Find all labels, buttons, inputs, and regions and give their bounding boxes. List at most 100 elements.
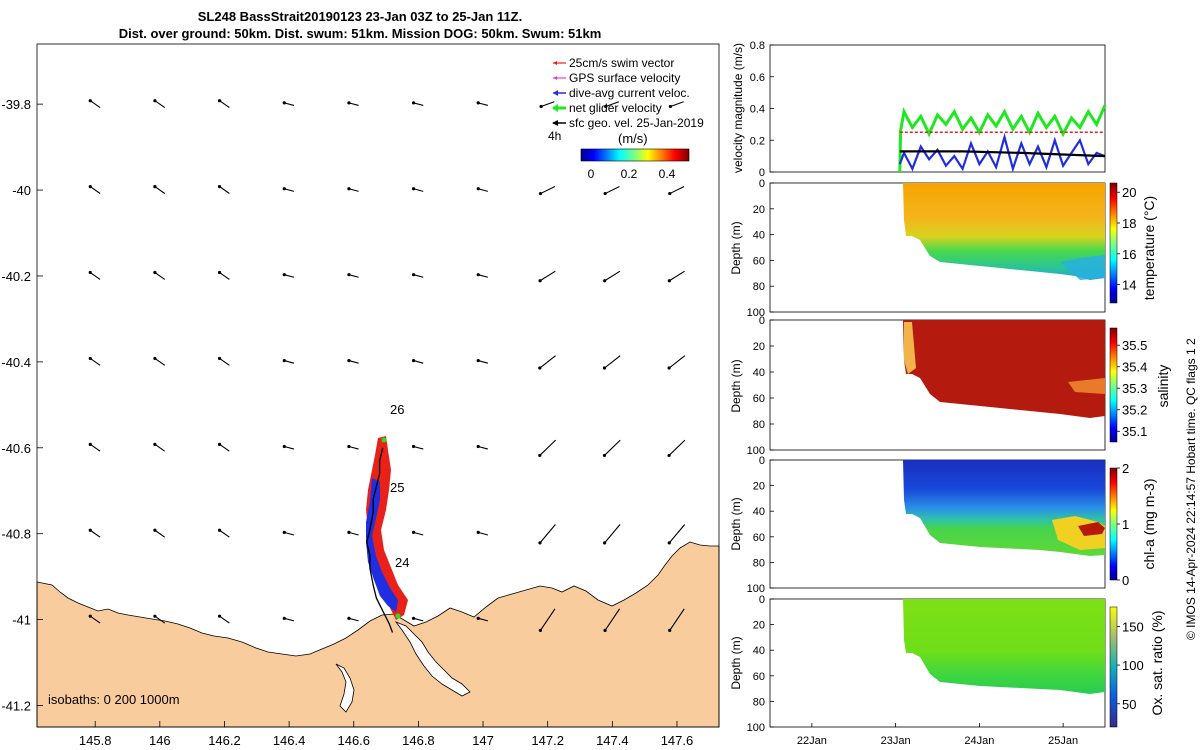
geo-vector — [282, 616, 295, 622]
geo-vector-head — [476, 358, 480, 363]
geo-vector-shaft — [348, 102, 359, 106]
track-start-marker — [395, 613, 401, 619]
geo-vector-shaft — [540, 101, 555, 108]
depth-tick-label-4: 80 — [753, 281, 765, 293]
geo-vector-shaft — [89, 615, 101, 624]
oxygen-panel: Depth (m) Ox. sat. ratio (%) 0 20 40 60 80 10… — [729, 594, 1165, 747]
depth-tick-label-3: 60 — [753, 255, 765, 267]
geo-vector — [603, 608, 621, 632]
map-xtick-label-8: 147.4 — [596, 733, 629, 748]
time-axis-ticks: 22Jan 23Jan 24Jan 25Jan — [797, 723, 1078, 747]
colorbar-tick-label-2: 18 — [1122, 216, 1136, 231]
geo-vector — [476, 530, 489, 536]
colorbar-tick-label-1: 1 — [1122, 517, 1129, 532]
salinity-colorbar — [1109, 327, 1118, 443]
geo-vector-shaft — [413, 617, 424, 622]
colorbar-tick-label-3: 35.4 — [1122, 360, 1147, 375]
geo-vector-head — [347, 530, 351, 535]
track-blue-envelope — [366, 478, 398, 612]
geo-vector-shaft — [219, 529, 230, 538]
geo-vector-shaft — [154, 186, 166, 194]
geo-vector-shaft — [604, 355, 621, 369]
geo-vector — [603, 270, 621, 283]
geo-vector-shaft — [413, 445, 424, 450]
geo-vector — [667, 270, 685, 283]
map-xtick-label-6: 147 — [472, 733, 494, 748]
salinity-deep-lens — [1068, 378, 1105, 394]
geo-vector-shaft — [154, 529, 166, 538]
geo-vector — [411, 358, 424, 364]
geo-vector-shaft — [669, 608, 685, 631]
geo-vector — [476, 187, 489, 192]
map-legend: 25cm/s swim vector GPS surface velocity … — [548, 56, 704, 181]
geo-vector-shaft — [219, 443, 230, 452]
geo-vector — [347, 444, 359, 450]
geo-vector-head — [411, 358, 416, 363]
geo-vector-head — [282, 101, 286, 105]
colorbar-tick-label-2: 150 — [1122, 619, 1144, 634]
geo-vector-shaft — [413, 531, 424, 536]
map-xtick-label-2: 146.2 — [208, 733, 241, 748]
chla-field — [903, 460, 1105, 556]
geo-vector-head — [667, 279, 671, 283]
geo-vector-shaft — [478, 617, 489, 622]
geo-vector-shaft — [413, 360, 424, 364]
map-xtick-label-1: 146 — [149, 733, 171, 748]
geo-vector — [411, 530, 424, 536]
geo-vector — [88, 99, 101, 109]
geo-vector-head — [347, 358, 351, 363]
geo-vector-shaft — [154, 615, 166, 624]
legend-geo-arrow-icon — [552, 120, 558, 126]
geo-vector-head — [347, 101, 351, 105]
depth-tick-label-3: 60 — [753, 393, 765, 405]
time-tick-label-0: 22Jan — [797, 735, 827, 747]
geo-vector-shaft — [89, 272, 101, 280]
isobaths-label: isobaths: 0 200 1000m — [48, 692, 180, 707]
geo-vector-head — [476, 616, 480, 620]
tamar-estuary — [394, 621, 471, 697]
geo-vector — [282, 273, 295, 278]
time-tick-label-3: 25Jan — [1048, 735, 1078, 747]
geo-vector-shaft — [604, 608, 621, 631]
geo-vector-head — [476, 187, 480, 191]
geo-vector — [282, 444, 295, 450]
geo-vector-head — [411, 101, 416, 105]
geo-vector-head — [88, 614, 92, 618]
map-xtick-label-7: 147.2 — [531, 733, 564, 748]
map-ytick-label-7: -41.2 — [1, 699, 31, 714]
geo-vector — [153, 528, 166, 538]
geo-vector-shaft — [539, 524, 556, 544]
depth-tick-label-5: 100 — [747, 307, 765, 319]
depth-tick-label-0: 0 — [759, 594, 765, 606]
depth-tick-label-3: 60 — [753, 532, 765, 544]
geo-vector — [411, 616, 424, 622]
depth-tick-label-0: 0 — [759, 315, 765, 327]
geo-vector-head — [668, 104, 673, 109]
geo-vector-head — [217, 270, 222, 275]
geo-vector-head — [411, 616, 416, 620]
geo-vector — [602, 439, 621, 458]
chla-colorbar-label: chl-a (mg m-3) — [1141, 478, 1157, 569]
time-tick-label-1: 23Jan — [881, 735, 911, 747]
geo-vector-head — [217, 614, 222, 618]
geo-vector-shaft — [413, 274, 424, 278]
chla-panel: Depth (m) chl-a (mg m-3) 0 20 40 60 80 100 0 1 2 — [729, 455, 1157, 595]
geo-vector-shaft — [604, 439, 621, 456]
geo-vector — [411, 101, 424, 106]
geo-vector-shaft — [89, 443, 101, 452]
geo-vector — [88, 528, 101, 538]
geo-vector-head — [153, 185, 157, 189]
geo-vector — [153, 356, 166, 366]
time-tick-label-2: 24Jan — [964, 735, 994, 747]
colorbar-tick-label-0: 35.1 — [1122, 424, 1147, 439]
geo-vector-shaft — [478, 445, 489, 450]
geo-vector — [411, 187, 424, 192]
depth-tick-label-1: 20 — [753, 204, 765, 216]
geo-vector-head — [411, 187, 416, 191]
salinity-ticks: 0 20 40 60 80 100 35.1 35.2 35.3 35.4 35.5 — [747, 315, 1148, 457]
colorbar-tick-label-1: 100 — [1122, 658, 1144, 673]
map-ytick-label-4: -40.6 — [1, 441, 31, 456]
geo-vector-shaft — [154, 443, 166, 452]
oxygen-colorbar-label: Ox. sat. ratio (%) — [1149, 610, 1165, 715]
map-ytick-label-1: -40 — [12, 183, 31, 198]
